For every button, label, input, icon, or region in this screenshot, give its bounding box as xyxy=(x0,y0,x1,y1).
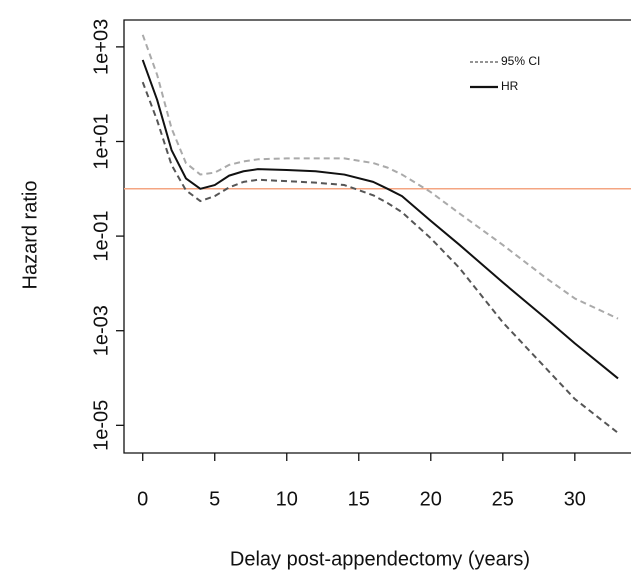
x-axis-title: Delay post-appendectomy (years) xyxy=(230,548,530,570)
x-tick-label: 5 xyxy=(209,488,220,510)
y-tick-label: 1e+03 xyxy=(90,19,112,75)
legend-label: HR xyxy=(501,79,519,93)
x-tick-label: 20 xyxy=(420,488,442,510)
y-axis-title: Hazard ratio xyxy=(19,181,41,290)
ci-lower-line xyxy=(141,81,619,434)
x-tick-label: 25 xyxy=(492,488,514,510)
y-tick-label: 1e-03 xyxy=(90,305,112,356)
x-tick-label: 0 xyxy=(137,488,148,510)
ci-upper-line xyxy=(141,34,619,320)
x-tick-label: 15 xyxy=(348,488,370,510)
plot-frame xyxy=(123,19,631,454)
hr-line xyxy=(141,59,619,380)
x-tick-label: 30 xyxy=(564,488,586,510)
y-tick-label: 1e+01 xyxy=(90,113,112,169)
y-tick-label: 1e-01 xyxy=(90,211,112,262)
y-tick-label: 1e-05 xyxy=(90,400,112,451)
x-tick-label: 10 xyxy=(276,488,298,510)
legend-label: 95% CI xyxy=(501,54,540,68)
